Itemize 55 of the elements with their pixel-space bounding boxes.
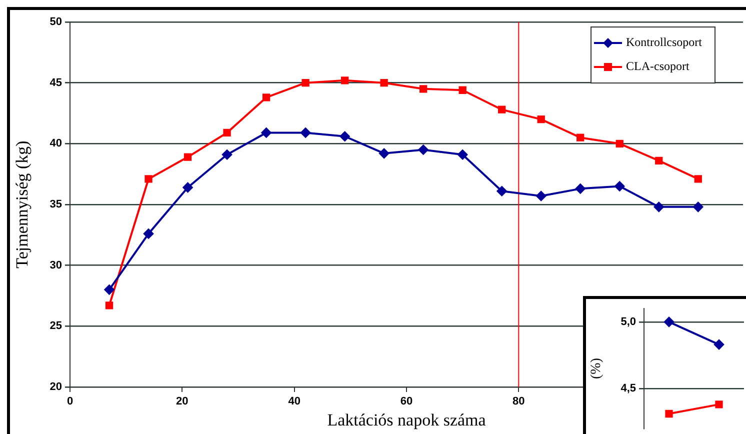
y-axis-title: (%)	[589, 358, 604, 379]
y-tick-label: 25	[50, 320, 62, 332]
point	[419, 85, 428, 93]
point	[576, 134, 584, 142]
point	[714, 340, 724, 350]
point	[302, 79, 310, 87]
x-tick-label: 80	[512, 396, 525, 408]
y-tick-label: 50	[50, 16, 62, 28]
point	[104, 284, 114, 295]
point	[262, 94, 270, 102]
point	[654, 202, 664, 212]
point	[458, 150, 468, 160]
point	[105, 302, 114, 310]
y-tick-label: 30	[50, 259, 62, 272]
point	[664, 316, 674, 327]
y-tick-label: 5,0	[620, 316, 636, 328]
x-tick-label: 20	[176, 396, 188, 408]
point	[665, 410, 673, 418]
point	[340, 131, 350, 142]
point	[222, 150, 232, 160]
point	[655, 156, 663, 165]
y-tick-label: 4,5	[620, 382, 636, 394]
point	[498, 106, 506, 114]
point	[184, 153, 192, 161]
y-tick-label: 35	[50, 198, 62, 211]
point	[261, 128, 272, 138]
point	[144, 228, 154, 239]
point	[616, 140, 624, 148]
x-tick-label: 60	[400, 396, 413, 408]
y-tick-label: 45	[50, 76, 62, 89]
y-tick-label: 40	[50, 138, 62, 150]
x-axis-title: Laktációs napok száma	[327, 410, 486, 430]
point	[182, 182, 193, 192]
point	[340, 76, 349, 84]
point	[379, 148, 390, 158]
legend-label: CLA-csoport	[626, 59, 690, 74]
y-axis-title: Tejmennyiség (kg)	[12, 140, 32, 268]
point	[614, 181, 625, 192]
point	[418, 144, 428, 155]
point	[496, 186, 507, 196]
point	[537, 116, 545, 124]
y-tick-label: 20	[50, 381, 62, 394]
x-tick-label: 40	[288, 396, 300, 408]
legend-label: Kontrollcsoport	[626, 35, 703, 50]
point	[380, 79, 388, 87]
point	[694, 175, 702, 183]
point	[144, 175, 152, 183]
point	[693, 202, 704, 212]
point	[458, 86, 466, 94]
point	[715, 400, 723, 408]
point	[223, 128, 231, 137]
point	[300, 128, 311, 138]
point	[536, 190, 546, 201]
x-tick-label: 0	[66, 396, 74, 408]
point	[575, 184, 586, 194]
